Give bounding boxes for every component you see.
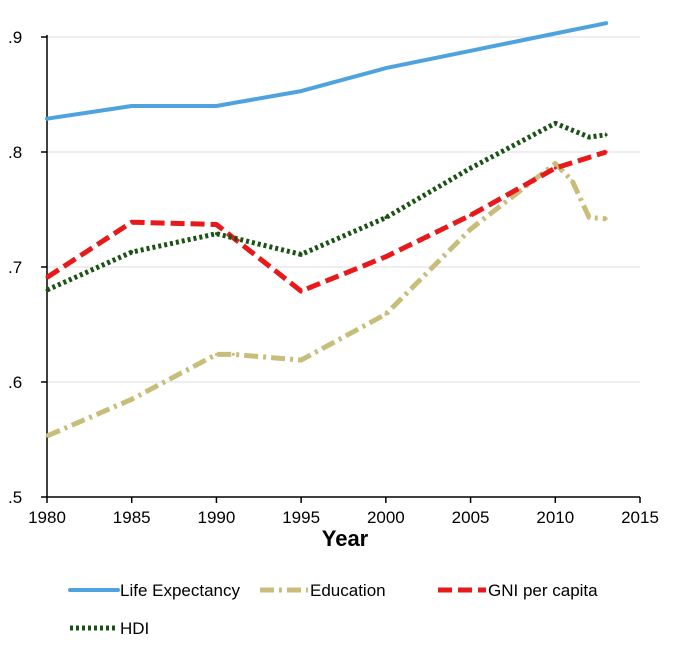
data-point (299, 252, 303, 256)
legend-item: HDI (70, 619, 149, 638)
series-line (45, 149, 607, 294)
data-point (45, 434, 49, 438)
x-tick-label: 2010 (536, 508, 574, 527)
series-line (45, 21, 609, 121)
x-tick-label: 1990 (198, 508, 236, 527)
legend-item: Education (260, 581, 386, 600)
data-point (214, 352, 218, 356)
data-point (130, 220, 134, 224)
legend: Life Expectancy Education GNI per capita HD… (68, 581, 598, 638)
data-point (570, 179, 574, 183)
legend-label: Education (310, 581, 386, 600)
x-tick-label: 2015 (621, 508, 659, 527)
data-point (214, 232, 218, 236)
data-point (45, 275, 49, 279)
data-point (553, 166, 557, 170)
legend-item: Life Expectancy (68, 581, 241, 600)
y-tick-label: .6 (8, 373, 22, 392)
data-point (604, 150, 608, 154)
data-point (214, 222, 218, 226)
y-tick-label: .8 (8, 143, 22, 162)
x-tick-label: 1980 (28, 508, 66, 527)
data-point (299, 289, 303, 293)
axes (41, 35, 641, 503)
data-point (299, 89, 303, 93)
data-point (130, 397, 134, 401)
legend-label: Life Expectancy (120, 581, 241, 600)
data-point (553, 32, 557, 36)
y-tick-label: .7 (8, 258, 22, 277)
data-point (130, 250, 134, 254)
legend-label: GNI per capita (488, 581, 598, 600)
data-point (384, 255, 388, 259)
series-hdi (45, 120, 608, 293)
data-point (553, 162, 557, 165)
tick-labels: .5 .6 .7 .8 .9 1980 1985 1990 1995 2000 2005 2010 20… (8, 28, 659, 527)
data-point (587, 216, 591, 220)
data-point (45, 288, 49, 292)
gridlines (47, 36, 640, 383)
data-point (604, 217, 608, 221)
y-tick-label: .9 (8, 28, 22, 47)
data-point (469, 227, 473, 231)
x-tick-label: 1985 (113, 508, 151, 527)
series-line (45, 120, 607, 293)
data-point (384, 216, 388, 220)
legend-label: HDI (120, 619, 149, 638)
data-point (469, 49, 473, 53)
data-point (604, 133, 608, 137)
data-point (299, 358, 303, 362)
series-gni-per-capita (45, 149, 608, 294)
data-point (553, 121, 557, 125)
data-point (214, 104, 218, 108)
x-tick-label: 1995 (282, 508, 320, 527)
legend-item: GNI per capita (438, 581, 598, 600)
x-tick-label: 2000 (367, 508, 405, 527)
data-point (231, 352, 235, 356)
data-point (384, 312, 388, 316)
data-point (604, 21, 608, 25)
x-tick-label: 2005 (452, 508, 490, 527)
data-point (45, 117, 49, 121)
data-point (130, 104, 134, 108)
series-lines (45, 21, 609, 439)
data-point (469, 213, 473, 217)
data-point (587, 135, 591, 139)
series-line (46, 161, 607, 439)
x-axis-title: Year (322, 526, 369, 551)
data-point (384, 66, 388, 70)
series-life-expectancy (45, 21, 609, 121)
data-point (469, 166, 473, 170)
y-tick-label: .5 (8, 488, 22, 507)
series-education (45, 161, 608, 439)
